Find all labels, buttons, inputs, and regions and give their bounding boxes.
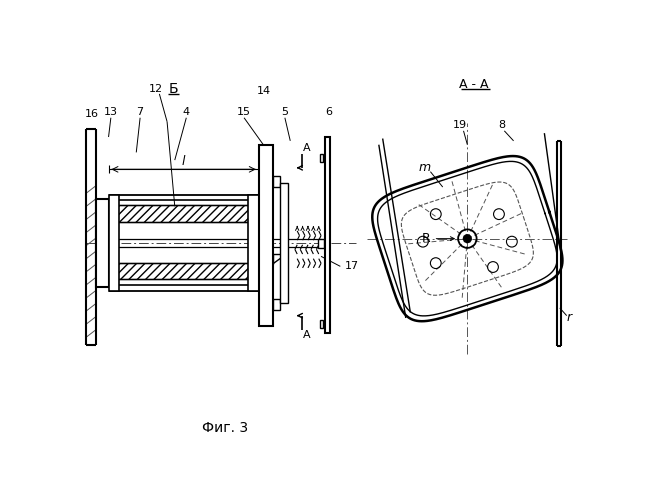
Text: l: l [182, 155, 185, 168]
Text: 8: 8 [499, 120, 506, 130]
Circle shape [464, 235, 471, 242]
Text: 13: 13 [104, 108, 118, 118]
Text: А: А [302, 143, 310, 153]
Bar [325, 137, 330, 334]
Text: 16: 16 [85, 109, 99, 119]
Bar [273, 176, 280, 187]
Text: 15: 15 [237, 108, 251, 118]
Text: 12: 12 [149, 84, 163, 94]
Text: 14: 14 [257, 86, 271, 96]
Text: 7: 7 [136, 108, 143, 118]
Bar [320, 154, 324, 162]
Text: m: m [419, 162, 431, 174]
Bar [273, 298, 280, 310]
Bar [109, 262, 258, 280]
Text: Б: Б [169, 82, 178, 96]
Text: 4: 4 [183, 108, 190, 118]
Bar [318, 238, 324, 248]
Text: 19: 19 [453, 120, 466, 130]
Text: Фиг. 3: Фиг. 3 [202, 421, 248, 435]
Text: 17: 17 [345, 262, 359, 272]
Text: А: А [302, 330, 310, 340]
Bar [109, 205, 258, 222]
Bar [280, 183, 288, 302]
Bar [320, 320, 324, 328]
Text: r: r [567, 312, 572, 324]
Bar [258, 144, 273, 326]
Bar [248, 194, 258, 291]
Bar [109, 194, 120, 291]
Bar [96, 198, 109, 287]
Text: А - А: А - А [459, 78, 488, 91]
Text: 5: 5 [282, 108, 288, 118]
Text: 6: 6 [326, 108, 332, 118]
Text: R: R [422, 232, 431, 245]
